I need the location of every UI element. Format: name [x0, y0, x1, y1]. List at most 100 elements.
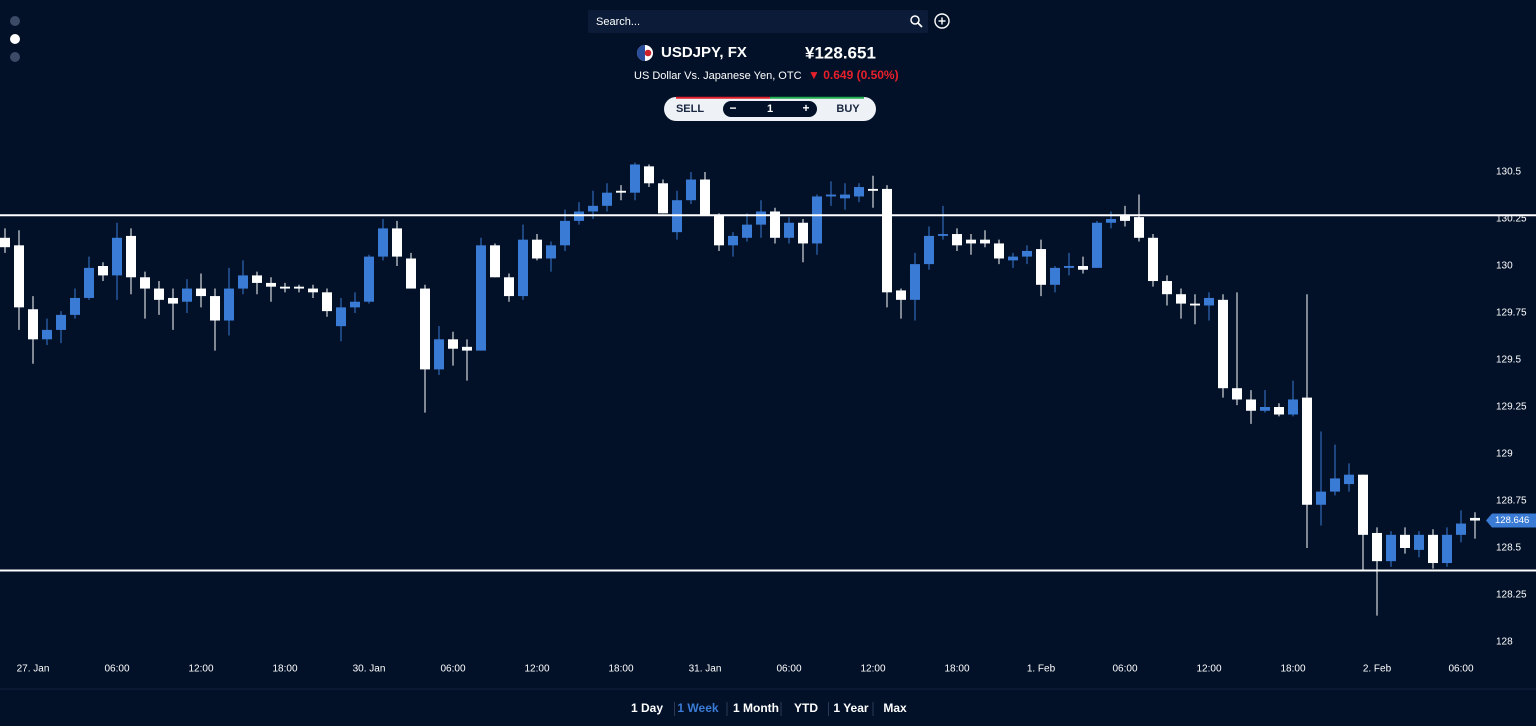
candle-body: [140, 277, 150, 289]
candle-body: [1078, 266, 1088, 270]
x-tick-label: 18:00: [608, 664, 633, 675]
search-box[interactable]: [588, 10, 928, 33]
candle-body: [588, 205, 598, 212]
candle-body: [1246, 399, 1256, 411]
search-placeholder: Search...: [596, 16, 640, 28]
candle-body: [658, 183, 668, 214]
candle-body: [1456, 523, 1466, 535]
candle-body: [1064, 266, 1074, 268]
candle-body: [854, 187, 864, 197]
candle-body: [154, 288, 164, 300]
candle-body: [784, 222, 794, 238]
quantity[interactable]: 1: [767, 103, 773, 115]
candle-body: [56, 314, 66, 330]
increase-button[interactable]: +: [802, 101, 809, 115]
candle-body: [700, 179, 710, 216]
candle-body: [42, 329, 52, 340]
x-tick-label: 27. Jan: [17, 664, 50, 675]
candle-body: [560, 220, 570, 246]
candle-body: [448, 339, 458, 349]
candle-body: [0, 237, 10, 248]
tool-icon[interactable]: [10, 16, 20, 26]
candle-body: [826, 194, 836, 197]
candle-body: [266, 282, 276, 287]
candle-body: [98, 266, 108, 276]
decrease-button[interactable]: −: [729, 101, 736, 115]
candle-body: [868, 188, 878, 191]
candle-body: [644, 166, 654, 184]
candle-body: [168, 297, 178, 304]
candle-body: [938, 234, 948, 236]
search-icon[interactable]: [910, 15, 923, 28]
candle-body: [1176, 294, 1186, 304]
candle-body: [1190, 303, 1200, 306]
candle-body: [364, 256, 374, 302]
range-selector: 1 Day 1 Week 1 Month YTD 1 Year Max: [631, 701, 907, 716]
candle-body: [476, 245, 486, 351]
y-tick-label: 130.25: [1496, 214, 1527, 225]
x-tick-label: 18:00: [1280, 664, 1305, 675]
candle-body: [378, 228, 388, 257]
range-button[interactable]: 1 Year: [833, 701, 868, 715]
candle-body: [924, 235, 934, 265]
candle-body: [1232, 388, 1242, 400]
description: US Dollar Vs. Japanese Yen, OTC: [634, 70, 802, 82]
candle-body: [238, 275, 248, 289]
candle-body: [70, 297, 80, 315]
last-price-tag: [1486, 513, 1536, 528]
candle-body: [1204, 297, 1214, 306]
range-button[interactable]: 1 Day: [631, 701, 663, 715]
x-tick-label: 12:00: [524, 664, 549, 675]
candle-body: [952, 234, 962, 246]
range-button[interactable]: 1 Week: [677, 701, 718, 715]
y-tick-label: 128.5: [1496, 543, 1521, 554]
candle-body: [1442, 534, 1452, 564]
sound-icon[interactable]: [10, 34, 20, 44]
candle-body: [1386, 534, 1396, 562]
x-tick-label: 30. Jan: [353, 664, 386, 675]
candle-body: [714, 215, 724, 246]
sell-button[interactable]: SELL: [676, 103, 704, 115]
range-button[interactable]: YTD: [794, 701, 818, 715]
candle-body: [1372, 532, 1382, 562]
candle-body: [1092, 222, 1102, 268]
candle-body: [1344, 474, 1354, 485]
candle-body: [742, 224, 752, 238]
add-icon[interactable]: [934, 13, 950, 29]
candle-body: [1274, 407, 1284, 415]
candle-body: [686, 179, 696, 201]
candle-body: [840, 194, 850, 199]
candle-body: [406, 258, 416, 289]
candle-body: [1148, 237, 1158, 282]
candle-body: [798, 222, 808, 244]
price-change: ▼ 0.649 (0.50%): [808, 68, 899, 82]
range-button[interactable]: 1 Month: [733, 701, 779, 715]
candle-body: [602, 192, 612, 206]
candle-body: [224, 288, 234, 321]
settings-icon[interactable]: [10, 52, 20, 62]
range-button[interactable]: Max: [883, 701, 907, 715]
candle-body: [1106, 219, 1116, 223]
candle-body: [812, 196, 822, 244]
candle-body: [14, 245, 24, 308]
plot: 128 128.25 128.5 128.75 129 129.25 129.5 129.75…: [0, 162, 1536, 675]
candle-body: [1470, 517, 1480, 521]
candle-body: [770, 211, 780, 238]
x-tick-label: 18:00: [944, 664, 969, 675]
candle-body: [1022, 250, 1032, 257]
x-tick-label: 1. Feb: [1027, 664, 1056, 675]
symbol: USDJPY, FX: [661, 44, 747, 61]
candle-body: [1330, 478, 1340, 492]
x-tick-label: 12:00: [1196, 664, 1221, 675]
candle-body: [126, 235, 136, 278]
candle-body: [1036, 249, 1046, 285]
candle-body: [1050, 267, 1060, 285]
buy-button[interactable]: BUY: [836, 103, 860, 115]
candle-body: [392, 228, 402, 257]
y-tick-label: 130: [1496, 261, 1513, 272]
candle-body: [980, 239, 990, 244]
x-tick-label: 2. Feb: [1363, 664, 1392, 675]
candle-body: [182, 288, 192, 302]
trade-widget: [664, 96, 876, 121]
x-tick-label: 06:00: [776, 664, 801, 675]
